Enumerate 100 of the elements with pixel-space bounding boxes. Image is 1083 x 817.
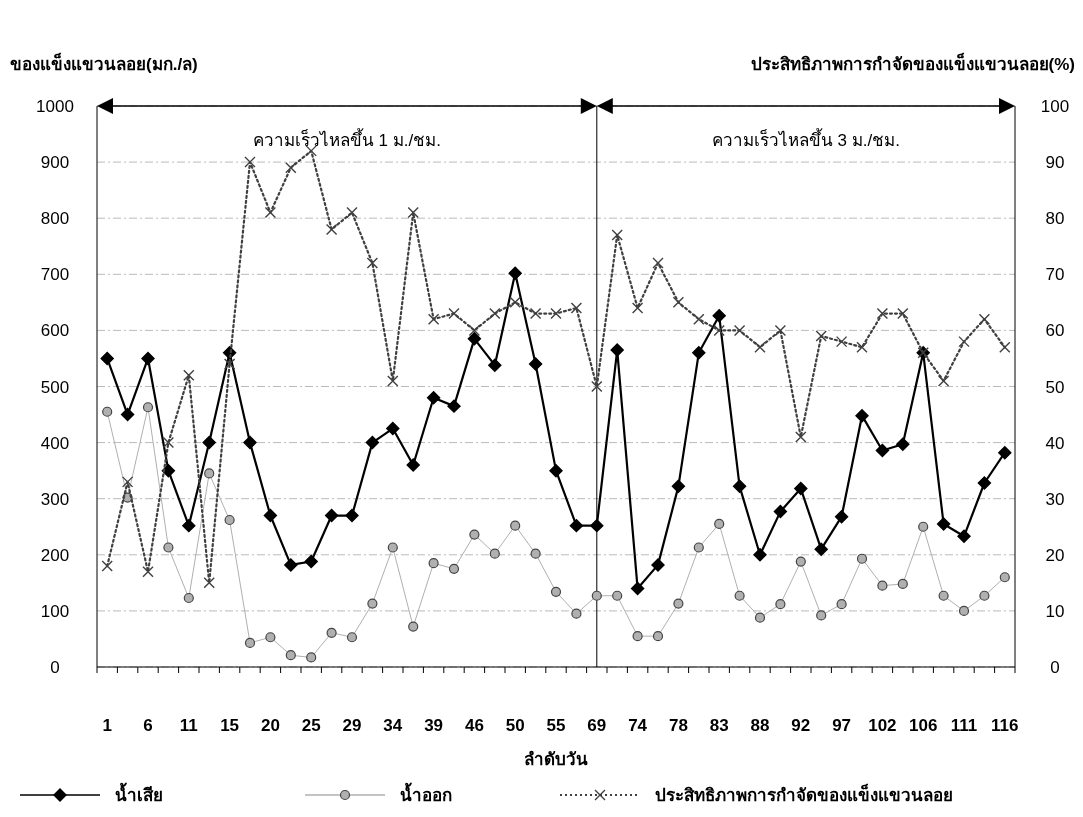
point [529, 307, 542, 320]
point [630, 581, 645, 596]
point [774, 324, 787, 337]
point [754, 341, 766, 353]
x-axis-title: ลำดับวัน [524, 750, 588, 769]
point [263, 508, 278, 523]
point [121, 476, 134, 488]
point [285, 650, 296, 661]
x-tick-label: 20 [260, 716, 280, 735]
point [304, 554, 318, 569]
x-tick-label: 11 [179, 716, 198, 735]
point [224, 514, 235, 526]
y-tick-label: 900 [40, 153, 70, 173]
point [569, 518, 584, 533]
point [489, 307, 501, 320]
point [183, 369, 195, 381]
point [426, 391, 441, 405]
point [773, 504, 788, 519]
point [427, 313, 440, 325]
point [428, 558, 439, 569]
point [958, 335, 970, 348]
point [998, 446, 1012, 460]
point [469, 529, 480, 540]
point [856, 341, 868, 353]
point [733, 324, 746, 337]
point [530, 548, 541, 559]
y2-tick-label: 100 [1040, 97, 1070, 116]
point [407, 206, 419, 219]
x-tick-label: 97 [832, 716, 852, 735]
point [714, 518, 725, 530]
point [712, 309, 726, 323]
point [652, 257, 664, 269]
point [754, 612, 766, 623]
point [999, 341, 1011, 353]
y-tick-label: 800 [40, 209, 70, 229]
x-tick-label: 83 [709, 716, 729, 735]
point [673, 598, 684, 609]
point [365, 435, 380, 450]
point [120, 407, 135, 422]
point [570, 302, 583, 314]
x-tick-label: 39 [424, 716, 444, 735]
point [468, 324, 481, 337]
point [244, 637, 256, 648]
y2-axis-title: ประสิทธิภาพการกำจัดของแข็งแขวนลอย(%) [750, 52, 1075, 74]
point [448, 307, 460, 320]
y-tick-label: 700 [40, 265, 70, 285]
point [957, 529, 971, 543]
point [102, 406, 113, 417]
point [978, 313, 991, 325]
legend-label: ประสิทธิภาพการกำจัดของแข็งแขวนลอย [655, 783, 953, 805]
point [631, 302, 644, 314]
point [937, 375, 950, 387]
point [345, 508, 359, 523]
x-tick-label: 111 [950, 716, 978, 735]
point [834, 509, 849, 524]
point [182, 518, 196, 533]
point [223, 358, 236, 370]
point [142, 565, 154, 578]
point [448, 563, 460, 574]
point [142, 402, 154, 413]
y2-tick-label: 70 [1045, 265, 1065, 285]
x-tick-label: 88 [750, 716, 770, 735]
annotation: ความเร็วไหลขึ้น 3 ม./ชม. [711, 128, 900, 150]
y2-tick-label: 40 [1045, 433, 1065, 453]
x-tick-label: 46 [464, 716, 484, 735]
x-tick-label: 102 [868, 716, 897, 735]
point [651, 558, 665, 572]
point [693, 542, 704, 553]
point [753, 548, 767, 562]
point [855, 408, 869, 423]
y-tick-label: 1000 [36, 97, 74, 116]
point [713, 324, 725, 337]
point [163, 542, 174, 553]
y2-tick-label: 20 [1045, 545, 1065, 565]
point [489, 548, 500, 559]
point [632, 631, 643, 642]
point [509, 296, 521, 309]
point [816, 610, 827, 621]
point [590, 518, 604, 533]
x-tick-label: 29 [342, 716, 362, 735]
point [835, 335, 848, 348]
point [550, 307, 562, 320]
point [508, 266, 522, 280]
point [794, 481, 808, 496]
x-tick-label: 6 [143, 716, 153, 735]
point [897, 307, 909, 320]
point [285, 162, 297, 174]
point [141, 351, 155, 366]
y2-tick-label: 0 [1050, 658, 1060, 677]
point [467, 332, 482, 346]
point [610, 343, 624, 357]
x-tick-label: 106 [909, 716, 938, 735]
y2-tick-label: 30 [1045, 489, 1065, 509]
y-tick-label: 0 [50, 658, 60, 677]
point [591, 380, 603, 393]
y-tick-label: 200 [40, 545, 70, 565]
point [387, 542, 398, 553]
point [161, 463, 176, 478]
point [612, 590, 623, 601]
point [550, 586, 562, 597]
